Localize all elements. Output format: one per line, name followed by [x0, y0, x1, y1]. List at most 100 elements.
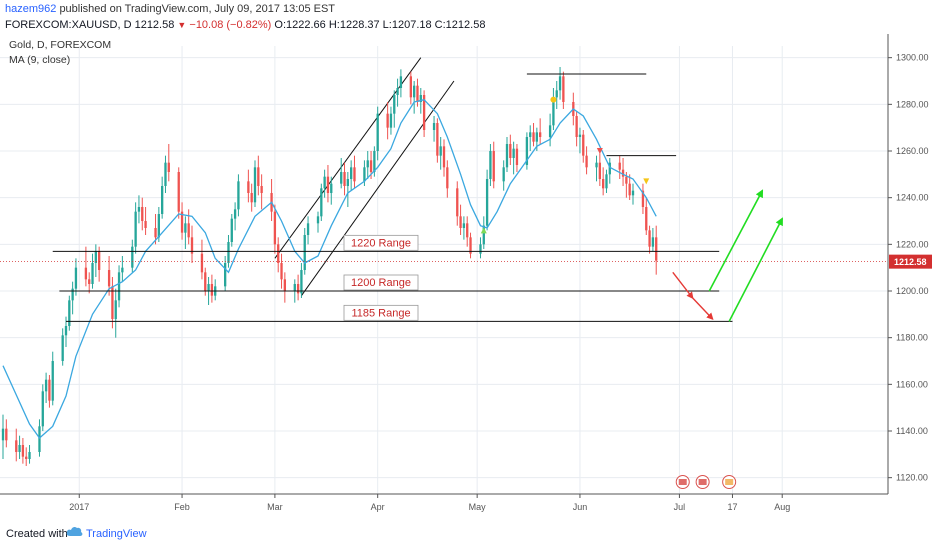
footer: Created with TradingView: [0, 518, 932, 550]
candle-body: [532, 132, 535, 142]
candle-up: [608, 158, 611, 184]
candle-down: [273, 204, 277, 254]
candle-body: [538, 132, 542, 137]
yellow-marker-jul: [643, 178, 650, 185]
candle-body: [111, 286, 114, 319]
candle-body: [48, 379, 51, 401]
candle-body: [88, 279, 91, 284]
time-tick-label: Feb: [174, 502, 190, 512]
candle-up: [651, 228, 655, 252]
candle-up: [44, 372, 48, 403]
price-tick-label: 1180.00: [896, 333, 928, 343]
candle-body: [5, 428, 8, 441]
event-flag-icon: [722, 475, 737, 489]
candle-down: [167, 144, 170, 182]
candle-body: [645, 207, 648, 231]
candle-down: [628, 174, 631, 200]
candle-down: [598, 153, 602, 186]
candlestick-chart[interactable]: 1120.00 1140.00 1160.00 1180.00 1200.00 1220.…: [0, 34, 932, 518]
candle-body: [323, 176, 326, 189]
candle-body: [68, 300, 71, 326]
candle-down: [15, 428, 18, 462]
candle-down: [459, 204, 462, 235]
candle-up: [18, 435, 21, 459]
candle-body: [625, 176, 628, 184]
candle-body: [141, 207, 144, 221]
candle-up: [51, 351, 54, 406]
candle-body: [558, 76, 562, 91]
candle-body: [121, 267, 124, 273]
candle-up: [68, 295, 71, 331]
candle-up: [552, 88, 555, 130]
candle-up: [548, 113, 552, 147]
down-arrow-icon: ▼: [177, 20, 187, 30]
candle-body: [585, 155, 588, 168]
candle-down: [621, 158, 625, 186]
candle-body: [346, 179, 350, 186]
candle-body: [200, 253, 204, 273]
candle-down: [21, 438, 25, 464]
time-tick-label: 17: [727, 502, 737, 512]
candle-down: [582, 130, 585, 163]
candle-up: [230, 214, 233, 247]
tradingview-logo-icon[interactable]: [66, 524, 84, 538]
candle-body: [479, 244, 482, 254]
candle-body: [515, 148, 519, 165]
time-tick-label: Jun: [573, 502, 588, 512]
chart-legend: Gold, D, FOREXCOM MA (9, close): [9, 38, 111, 68]
candle-body: [349, 167, 353, 179]
tradingview-brand-link[interactable]: TradingView: [86, 528, 147, 540]
author-link[interactable]: hazem962: [5, 3, 57, 15]
candle-down: [250, 183, 253, 212]
candle-body: [51, 361, 54, 401]
candle-up: [316, 211, 320, 233]
candle-up: [631, 183, 635, 205]
event-flag-icon: [675, 475, 690, 489]
price-tick-label: 1120.00: [896, 473, 928, 483]
candle-up: [306, 216, 310, 245]
candle-up: [439, 137, 442, 170]
candle-down: [386, 102, 389, 140]
candle-body: [555, 90, 558, 98]
candle-body: [601, 179, 605, 189]
candle-body: [160, 186, 164, 214]
candle-body: [210, 284, 214, 296]
candle-body: [502, 167, 505, 182]
candle-body: [247, 181, 250, 193]
candle-body: [61, 335, 64, 361]
time-tick-label: Aug: [774, 502, 790, 512]
candle-body: [134, 211, 137, 247]
candle-down: [601, 167, 605, 196]
candle-body: [439, 146, 442, 156]
candle-up: [28, 445, 31, 464]
candle-body: [512, 148, 515, 158]
candle-body: [91, 263, 94, 284]
ohlc-low: L:1207.18: [382, 19, 432, 31]
candle-body: [389, 113, 393, 128]
candle-body: [648, 230, 651, 247]
candle-body: [157, 214, 161, 238]
candle-body: [340, 172, 343, 184]
red-down-arrow-1: [672, 271, 694, 300]
candle-up: [233, 202, 237, 231]
candle-up: [396, 78, 399, 107]
candle-up: [137, 195, 141, 224]
candle-body: [204, 272, 207, 291]
candle-down: [436, 118, 439, 163]
candle-down: [283, 272, 287, 303]
legend-ma[interactable]: MA (9, close): [9, 54, 71, 66]
candle-body: [230, 218, 233, 242]
candle-body: [505, 144, 509, 168]
candle-body: [117, 272, 121, 301]
candle-up: [323, 169, 326, 198]
time-tick-label: 2017: [69, 502, 89, 512]
candle-body: [177, 172, 180, 212]
candle-up: [61, 328, 64, 366]
candle-down: [515, 144, 519, 172]
symbol-name: FOREXCOM:XAUUSD, D: [5, 19, 132, 31]
candle-down: [177, 167, 180, 219]
yellow-marker-jun: [550, 96, 557, 103]
candle-body: [64, 326, 68, 336]
candle-up: [134, 202, 137, 254]
candle-up: [578, 127, 582, 154]
